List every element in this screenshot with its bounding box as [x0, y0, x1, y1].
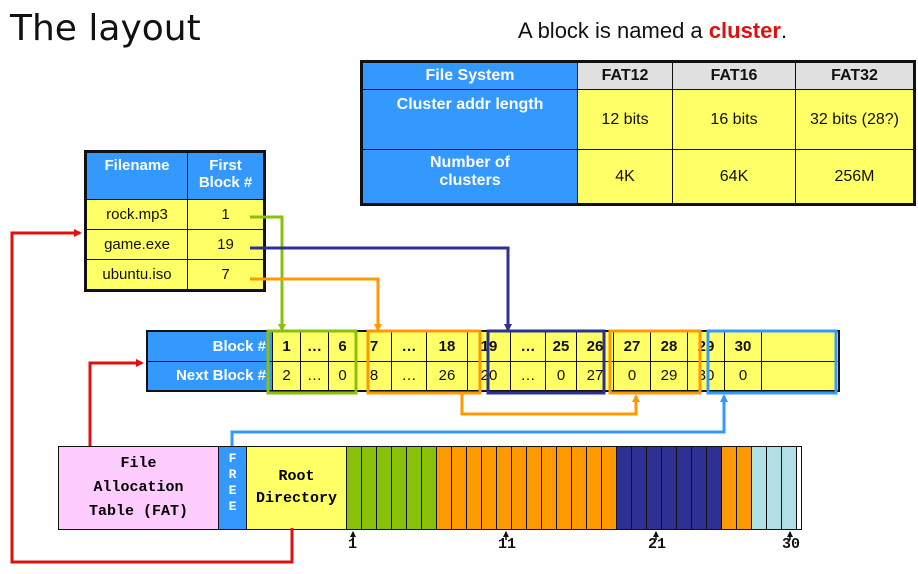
fs-cell: 256M: [795, 149, 915, 205]
next-block-cell: 2: [272, 360, 301, 392]
cluster-block: [647, 447, 662, 529]
cluster-block: [707, 447, 722, 529]
cluster-block: [677, 447, 692, 529]
cluster-block: [422, 447, 437, 529]
dir-header-first-block: First Block #: [187, 151, 265, 200]
next-block-cell: 0: [613, 360, 651, 392]
cluster-block: [482, 447, 497, 529]
block-cell: …: [300, 330, 329, 362]
cluster-block: [557, 447, 572, 529]
dir-header-filename: Filename: [85, 151, 188, 200]
cluster-block: [512, 447, 527, 529]
next-block-cell: 0: [724, 360, 762, 392]
free-list-arrow: [230, 394, 728, 446]
root-directory-region: Root Directory: [247, 447, 347, 529]
next-block-cell: 30: [687, 360, 725, 392]
fs-header-fat12: FAT12: [577, 61, 673, 90]
block-cell: 30: [724, 330, 762, 362]
tick-label: 30: [782, 536, 801, 553]
fs-header-fat16: FAT16: [672, 61, 796, 90]
next-link-arrow: [460, 394, 640, 416]
block-table: Block # 1 … 6 7 … 18 19 … 25 26 27 28 29…: [146, 330, 840, 392]
block-cell: [761, 330, 840, 362]
block-cell: …: [510, 330, 546, 362]
next-block-cell: 26: [426, 360, 468, 392]
next-block-cell: 27: [576, 360, 614, 392]
tick-label: 21: [648, 536, 667, 553]
cluster-block: [617, 447, 632, 529]
dir-filename: rock.mp3: [85, 199, 188, 230]
tick-label: 11: [498, 536, 517, 553]
cluster-block: [632, 447, 647, 529]
cluster-block: [347, 447, 362, 529]
caption-highlight: cluster: [708, 18, 781, 43]
free-group-box: [706, 329, 838, 395]
rock-group-box: [266, 329, 358, 395]
cluster-block: [497, 447, 512, 529]
fat-to-block-arrow: [88, 359, 144, 446]
fat-region: File Allocation Table (FAT): [59, 447, 219, 529]
cluster-block: [602, 447, 617, 529]
cluster-block: [377, 447, 392, 529]
ubuntu-group-box-1: [366, 329, 482, 395]
cluster-block: [392, 447, 407, 529]
cluster-block: [737, 447, 752, 529]
fs-cell: 4K: [577, 149, 673, 205]
cluster-block: [587, 447, 602, 529]
cluster-block: [437, 447, 452, 529]
cluster-block: [662, 447, 677, 529]
page-title: The layout: [10, 8, 201, 49]
cluster-block: [752, 447, 767, 529]
fs-row-clusters-label: Number of clusters: [361, 149, 578, 205]
ubuntu-arrow: [250, 277, 382, 332]
caption: A block is named a cluster.: [518, 18, 788, 43]
game-arrow: [250, 246, 512, 332]
fs-header-fat32: FAT32: [795, 61, 915, 90]
block-cell: 26: [576, 330, 614, 362]
block-cell: 27: [613, 330, 651, 362]
dir-filename: ubuntu.iso: [85, 258, 188, 292]
game-group-box: [486, 329, 606, 395]
next-block-cell: 8: [356, 360, 392, 392]
next-block-cell: 0: [545, 360, 577, 392]
cluster-block: [542, 447, 557, 529]
fs-cell: 12 bits: [577, 89, 673, 150]
cluster-block: [362, 447, 377, 529]
block-cell: 1: [272, 330, 301, 362]
fs-cell: 32 bits (28?): [795, 89, 915, 150]
cluster-block: [452, 447, 467, 529]
cluster-block: [572, 447, 587, 529]
cluster-block: [767, 447, 782, 529]
block-cell: 25: [545, 330, 577, 362]
next-block-row-label: Next Block #: [146, 360, 273, 392]
block-cell: …: [391, 330, 427, 362]
next-block-cell: [761, 360, 840, 392]
filesystem-table: File System FAT12 FAT16 FAT32 Cluster ad…: [360, 60, 916, 206]
block-cell: 6: [328, 330, 357, 362]
dir-first-block: 7: [187, 258, 265, 292]
cluster-block: [782, 447, 797, 529]
tick-label: 1: [348, 536, 358, 553]
directory-table: Filename First Block # rock.mp3 1 game.ex…: [84, 150, 266, 292]
block-cell: 28: [650, 330, 688, 362]
fs-header-filesystem: File System: [361, 61, 578, 90]
cluster-block: [467, 447, 482, 529]
fs-cell: 16 bits: [672, 89, 796, 150]
ubuntu-group-box-2: [608, 329, 702, 395]
fs-cell: 64K: [672, 149, 796, 205]
block-cell: 7: [356, 330, 392, 362]
next-block-cell: 29: [650, 360, 688, 392]
rock-arrow: [250, 215, 286, 332]
cluster-block: [722, 447, 737, 529]
cluster-block: [527, 447, 542, 529]
cluster-block: [692, 447, 707, 529]
next-block-cell: …: [391, 360, 427, 392]
cluster-block: [407, 447, 422, 529]
root-to-directory-arrow: [10, 229, 294, 564]
next-block-cell: 0: [328, 360, 357, 392]
dir-first-block: 1: [187, 199, 265, 230]
